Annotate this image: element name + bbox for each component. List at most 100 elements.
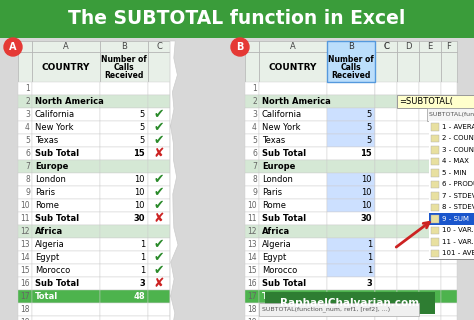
Bar xyxy=(441,108,457,121)
Bar xyxy=(327,160,375,173)
Bar xyxy=(327,41,375,82)
Bar xyxy=(18,121,32,134)
Text: 5: 5 xyxy=(367,123,372,132)
Bar xyxy=(375,277,397,290)
Bar xyxy=(327,303,375,316)
Bar xyxy=(429,247,474,259)
Bar xyxy=(148,225,170,238)
Text: 2 - COUNT: 2 - COUNT xyxy=(442,135,474,141)
Bar xyxy=(327,41,375,52)
Bar xyxy=(18,199,32,212)
Bar xyxy=(148,52,170,82)
Bar xyxy=(327,134,375,147)
Bar xyxy=(419,147,441,160)
Bar xyxy=(419,225,441,238)
Bar xyxy=(375,41,397,52)
Bar xyxy=(375,238,397,251)
Text: E: E xyxy=(428,42,433,51)
Bar xyxy=(397,82,419,95)
Bar xyxy=(397,199,419,212)
Bar xyxy=(148,238,170,251)
Text: London: London xyxy=(262,175,293,184)
Text: 7: 7 xyxy=(25,162,30,171)
Text: 5: 5 xyxy=(25,136,30,145)
Text: Paris: Paris xyxy=(35,188,55,197)
Text: Egypt: Egypt xyxy=(262,253,286,262)
Text: SUBTOTAL(function_num, ref1, [ref2], ...): SUBTOTAL(function_num, ref1, [ref2], ...… xyxy=(262,307,390,312)
Text: ✘: ✘ xyxy=(154,212,164,225)
Text: COUNTRY: COUNTRY xyxy=(269,62,317,71)
Text: Sub Total: Sub Total xyxy=(35,214,79,223)
Text: Europe: Europe xyxy=(262,162,295,171)
Text: 14: 14 xyxy=(20,253,30,262)
Bar xyxy=(100,212,148,225)
Text: Sub Total: Sub Total xyxy=(262,214,306,223)
Text: 3: 3 xyxy=(25,110,30,119)
Bar xyxy=(245,52,259,82)
Bar xyxy=(18,238,32,251)
Bar xyxy=(375,238,397,251)
Bar xyxy=(148,303,170,316)
Text: 12: 12 xyxy=(247,227,257,236)
Text: ✔: ✔ xyxy=(154,121,164,134)
Bar xyxy=(245,95,259,108)
Bar xyxy=(375,186,397,199)
Bar xyxy=(375,95,397,108)
Bar xyxy=(419,199,441,212)
Text: 7 - STDEV.S: 7 - STDEV.S xyxy=(442,193,474,199)
Bar xyxy=(441,173,457,186)
Bar xyxy=(375,134,397,147)
Bar xyxy=(100,277,148,290)
Text: Calls: Calls xyxy=(341,62,361,71)
Text: ✘: ✘ xyxy=(154,147,164,160)
Text: 15: 15 xyxy=(133,149,145,158)
Bar xyxy=(397,238,419,251)
Bar xyxy=(375,52,397,82)
Bar xyxy=(148,134,170,147)
Bar xyxy=(375,160,397,173)
Bar xyxy=(429,132,474,144)
Bar xyxy=(259,212,327,225)
Bar xyxy=(375,173,397,186)
Text: Morocco: Morocco xyxy=(35,266,70,275)
Text: 5: 5 xyxy=(140,136,145,145)
Bar xyxy=(375,251,397,264)
Bar xyxy=(375,316,397,320)
Text: 14: 14 xyxy=(247,253,257,262)
Text: 15: 15 xyxy=(360,149,372,158)
Text: B: B xyxy=(348,42,354,51)
Bar xyxy=(18,264,32,277)
Bar xyxy=(32,238,100,251)
Bar xyxy=(419,108,441,121)
Bar xyxy=(18,225,32,238)
Bar xyxy=(375,134,397,147)
Bar xyxy=(245,121,259,134)
Text: ✔: ✔ xyxy=(154,173,164,186)
Bar xyxy=(397,108,419,121)
Text: 4 - MAX: 4 - MAX xyxy=(442,158,469,164)
Text: Egypt: Egypt xyxy=(35,253,59,262)
Bar xyxy=(245,251,259,264)
Bar xyxy=(441,121,457,134)
Text: 9: 9 xyxy=(25,188,30,197)
Bar xyxy=(148,251,170,264)
Bar xyxy=(419,95,441,108)
Text: 13: 13 xyxy=(247,240,257,249)
Text: Africa: Africa xyxy=(262,227,290,236)
Bar xyxy=(100,238,148,251)
Text: 15: 15 xyxy=(20,266,30,275)
Text: London: London xyxy=(35,175,66,184)
Bar xyxy=(32,277,100,290)
Bar xyxy=(419,173,441,186)
Circle shape xyxy=(231,38,249,56)
Bar xyxy=(148,41,170,52)
Text: A: A xyxy=(290,42,296,51)
Bar xyxy=(259,95,327,108)
Bar xyxy=(431,227,439,234)
Bar xyxy=(327,108,375,121)
Bar xyxy=(100,199,148,212)
Bar xyxy=(441,95,457,108)
Bar xyxy=(431,123,439,131)
Bar xyxy=(148,95,170,108)
FancyArrowPatch shape xyxy=(396,222,429,247)
